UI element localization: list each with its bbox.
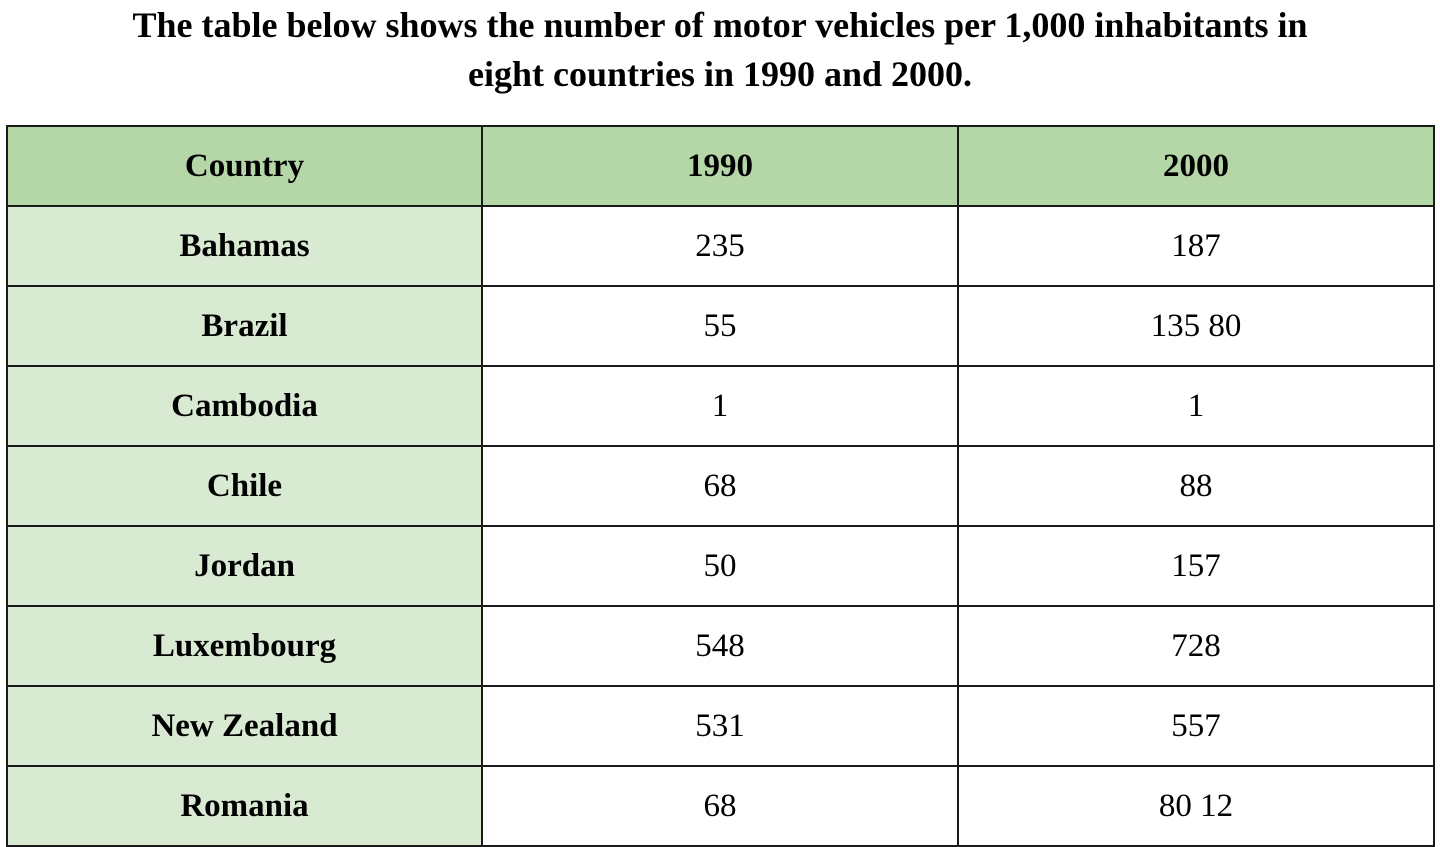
header-1990: 1990 [481, 125, 959, 207]
country-cell: Bahamas [6, 205, 483, 287]
value-2000-cell: 135 80 [957, 285, 1435, 367]
table-row: Bahamas 235 187 [6, 205, 1435, 287]
table-row: Luxembourg 548 728 [6, 605, 1435, 687]
value-1990-cell: 1 [481, 365, 959, 447]
value-1990-cell: 55 [481, 285, 959, 367]
table-row: New Zealand 531 557 [6, 685, 1435, 767]
value-2000-cell: 88 [957, 445, 1435, 527]
table-row: Jordan 50 157 [6, 525, 1435, 607]
country-cell: Cambodia [6, 365, 483, 447]
header-country: Country [6, 125, 483, 207]
country-cell: Jordan [6, 525, 483, 607]
vehicles-table: Country 1990 2000 Bahamas 235 187 Brazil… [6, 125, 1435, 847]
header-2000: 2000 [957, 125, 1435, 207]
table-row: Brazil 55 135 80 [6, 285, 1435, 367]
value-2000-cell: 187 [957, 205, 1435, 287]
title-line-1: The table below shows the number of moto… [132, 5, 1308, 45]
country-cell: New Zealand [6, 685, 483, 767]
table-row: Cambodia 1 1 [6, 365, 1435, 447]
title-line-2: eight countries in 1990 and 2000. [467, 54, 973, 94]
page-title: The table below shows the number of moto… [0, 0, 1440, 110]
value-1990-cell: 548 [481, 605, 959, 687]
country-cell: Romania [6, 765, 483, 847]
value-2000-cell: 1 [957, 365, 1435, 447]
value-1990-cell: 235 [481, 205, 959, 287]
country-cell: Brazil [6, 285, 483, 367]
country-cell: Luxembourg [6, 605, 483, 687]
value-1990-cell: 50 [481, 525, 959, 607]
country-cell: Chile [6, 445, 483, 527]
value-2000-cell: 80 12 [957, 765, 1435, 847]
table-row: Romania 68 80 12 [6, 765, 1435, 847]
value-2000-cell: 557 [957, 685, 1435, 767]
header-row: Country 1990 2000 [6, 125, 1435, 207]
value-2000-cell: 157 [957, 525, 1435, 607]
value-2000-cell: 728 [957, 605, 1435, 687]
value-1990-cell: 531 [481, 685, 959, 767]
table-body: Bahamas 235 187 Brazil 55 135 80 Cambodi… [6, 205, 1435, 847]
value-1990-cell: 68 [481, 445, 959, 527]
table-header: Country 1990 2000 [6, 125, 1435, 207]
value-1990-cell: 68 [481, 765, 959, 847]
table-row: Chile 68 88 [6, 445, 1435, 527]
